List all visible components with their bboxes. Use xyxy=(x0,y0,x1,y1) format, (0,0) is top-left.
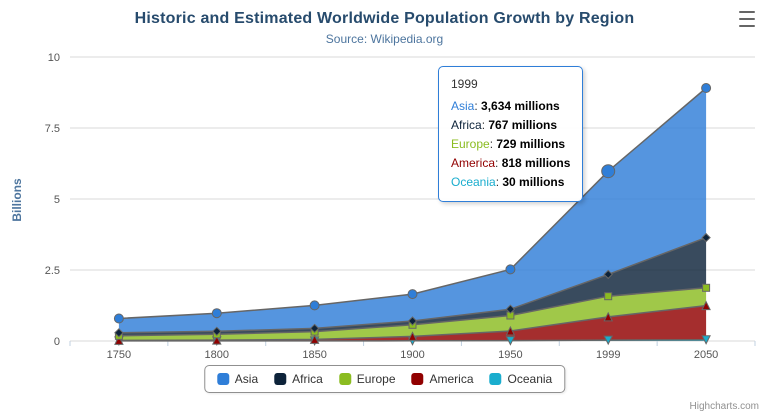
point-asia-2050[interactable] xyxy=(701,83,712,93)
tooltip-row-oceania: Oceania: 30 millions xyxy=(451,175,565,189)
chart-subtitle: Source: Wikipedia.org xyxy=(325,32,444,46)
area-africa[interactable] xyxy=(118,237,707,336)
area-america[interactable] xyxy=(118,305,707,341)
x-axis-label-2050: 2050 xyxy=(694,349,718,361)
point-america-1850[interactable] xyxy=(309,334,320,344)
legend-item-oceania[interactable]: Oceania xyxy=(489,372,553,386)
x-axis-label-1999: 1999 xyxy=(596,349,620,361)
point-europe-1999[interactable] xyxy=(604,292,613,301)
legend-swatch-asia xyxy=(216,373,229,385)
point-asia-1999[interactable] xyxy=(601,164,616,179)
area-asia[interactable] xyxy=(118,88,707,333)
y-axis-label: 2.5 xyxy=(45,265,60,277)
point-america-1950[interactable] xyxy=(505,325,516,336)
tooltip-row-asia: Asia: 3,634 millions xyxy=(451,99,560,113)
x-axis-label-1750: 1750 xyxy=(107,349,131,361)
point-africa-1950[interactable] xyxy=(505,304,516,314)
legend-label: Africa xyxy=(292,372,323,386)
y-axis-label: 5 xyxy=(54,194,60,206)
point-asia-1800[interactable] xyxy=(211,308,222,319)
legend-item-africa[interactable]: Africa xyxy=(274,372,323,386)
point-america-1750[interactable] xyxy=(114,335,124,345)
point-america-2050[interactable] xyxy=(701,300,711,311)
legend-label: America xyxy=(429,372,474,386)
credits-link[interactable]: Highcharts.com xyxy=(689,401,759,412)
point-america-1999[interactable] xyxy=(603,311,614,322)
tooltip-row-africa: Africa: 767 millions xyxy=(451,118,558,132)
tooltip-row-europe: Europe: 729 millions xyxy=(451,137,566,151)
legend-item-europe[interactable]: Europe xyxy=(338,372,396,386)
point-oceania-1950[interactable] xyxy=(505,336,516,346)
chart-title: Historic and Estimated Worldwide Populat… xyxy=(134,10,635,27)
point-africa-1750[interactable] xyxy=(114,328,124,338)
y-axis-label: 10 xyxy=(48,52,60,64)
point-oceania-1999[interactable] xyxy=(603,335,614,346)
x-axis-label-1950: 1950 xyxy=(498,349,522,361)
y-axis-label: 7.5 xyxy=(45,123,60,135)
legend-swatch-europe xyxy=(338,373,351,385)
tooltip: 1999 Asia: 3,634 millions Africa: 767 mil… xyxy=(438,66,584,202)
point-europe-2050[interactable] xyxy=(702,283,711,292)
x-axis-label-1800: 1800 xyxy=(205,349,229,361)
point-asia-1950[interactable] xyxy=(505,264,516,275)
hamburger-menu-icon[interactable] xyxy=(739,9,757,29)
legend: Asia Africa Europe America Oceania xyxy=(203,365,566,393)
legend-label: Oceania xyxy=(507,372,553,386)
legend-swatch-america xyxy=(411,373,424,385)
legend-label: Europe xyxy=(356,372,396,386)
point-asia-1850[interactable] xyxy=(309,300,320,311)
x-axis-label-1850: 1850 xyxy=(302,349,326,361)
tooltip-row-america: America: 818 millions xyxy=(451,156,571,170)
y-axis-title: Billions xyxy=(10,178,24,222)
point-africa-1999[interactable] xyxy=(603,269,613,280)
y-axis-label: 0 xyxy=(54,336,60,348)
point-asia-1750[interactable] xyxy=(113,313,124,324)
point-africa-1850[interactable] xyxy=(309,323,320,334)
point-america-1800[interactable] xyxy=(211,334,222,345)
point-america-1900[interactable] xyxy=(407,331,418,341)
tooltip-header: 1999 xyxy=(451,77,478,91)
point-africa-1900[interactable] xyxy=(407,316,418,326)
x-axis-label-1900: 1900 xyxy=(400,349,424,361)
legend-item-asia[interactable]: Asia xyxy=(216,372,259,386)
point-africa-1800[interactable] xyxy=(212,326,222,337)
point-africa-2050[interactable] xyxy=(701,232,711,243)
point-asia-1900[interactable] xyxy=(407,289,418,300)
legend-item-america[interactable]: America xyxy=(411,372,474,386)
legend-swatch-oceania xyxy=(489,373,502,385)
legend-label: Asia xyxy=(234,372,259,386)
legend-swatch-africa xyxy=(274,373,287,385)
point-oceania-2050[interactable] xyxy=(701,335,711,345)
